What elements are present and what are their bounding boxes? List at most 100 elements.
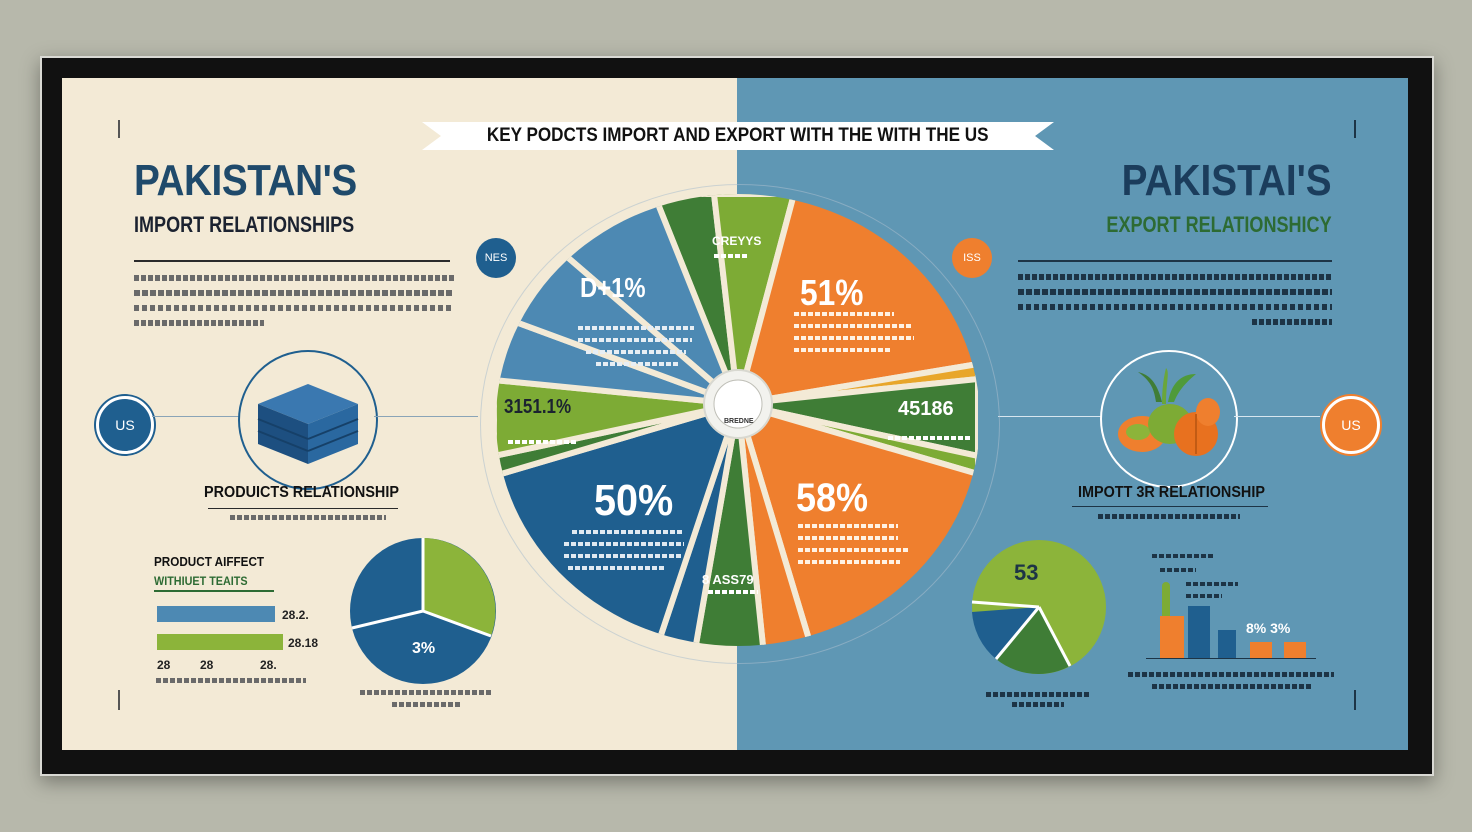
import-divider [1072, 506, 1268, 507]
corner-mark [118, 690, 120, 710]
wheel-label-4: 3151.1% [504, 396, 572, 418]
wheel-text [798, 560, 900, 564]
iss-badge: ISS [952, 238, 992, 278]
right-body-text [1018, 272, 1332, 325]
products-relationship-label: PRODUICTS RELATIONSHIP [204, 484, 399, 501]
wheel-text [888, 436, 972, 440]
wheel-text [564, 542, 684, 546]
iss-badge-text: ISS [963, 252, 981, 264]
wheel-text [564, 554, 682, 558]
us-badge-right-text: US [1341, 417, 1361, 433]
import-caption [1098, 514, 1240, 519]
left-pie-caption [360, 690, 492, 695]
wheel-text [578, 326, 694, 330]
right-pie-chart [971, 540, 1106, 675]
nes-badge: NES [476, 238, 516, 278]
right-bar-2 [1188, 606, 1210, 658]
right-bar-4 [1250, 642, 1272, 658]
left-subtitle: IMPORT RELATIONSHIPS [134, 212, 355, 237]
wheel-text [586, 350, 686, 354]
wheel-text [794, 324, 912, 328]
wheel-text [596, 362, 680, 366]
wheel-label-7: 8 ASS79 [702, 572, 754, 587]
left-pie-chart [350, 538, 496, 684]
us-badge-left: US [96, 396, 154, 454]
nes-badge-text: NES [484, 252, 508, 264]
us-badge-left-text: US [115, 417, 135, 433]
central-wheel-chart [496, 194, 978, 646]
wheel-text [798, 536, 898, 540]
right-bar-3 [1218, 630, 1236, 658]
wheel-text [794, 348, 890, 352]
wheel-text [572, 530, 682, 534]
right-bar-caption-2 [1152, 684, 1312, 689]
produce-icon [1118, 368, 1220, 456]
left-title: PAKISTAN'S [134, 156, 357, 205]
title-banner: KEY PODCTS IMPORT AND EXPORT WITH THE WI… [422, 122, 1054, 150]
right-bar-caption [1128, 672, 1334, 677]
connector-line [152, 416, 240, 417]
produce-icon-ring [1100, 350, 1238, 488]
left-bar-1 [157, 606, 275, 622]
products-caption [230, 515, 386, 520]
wheel-label-1: D+1% [580, 272, 646, 303]
right-subtitle: EXPORT RELATIONSHICY [1106, 212, 1332, 237]
connector-line [374, 416, 478, 417]
right-pie-caption-2 [1012, 702, 1064, 707]
wheel-text [578, 338, 692, 342]
import-relationship-label: IMPOTT 3R RELATIONSHIP [1078, 484, 1265, 501]
right-bar-legend-2 [1186, 594, 1222, 598]
infographic-canvas: KEY PODCTS IMPORT AND EXPORT WITH THE WI… [62, 78, 1408, 750]
wheel-text [508, 440, 578, 444]
stacked-boxes-icon [257, 384, 359, 464]
left-bar-2 [157, 634, 283, 650]
left-axis-3: 28. [260, 658, 277, 672]
left-bar-1-value: 28.2. [282, 608, 309, 622]
product-affect-underline [154, 590, 274, 592]
wheel-text [794, 336, 914, 340]
product-affect-subtitle: WITHIUET TEAITS [154, 574, 248, 588]
wheel-label-3: 51% [800, 272, 864, 313]
corner-mark [118, 120, 120, 138]
wheel-text [798, 548, 910, 552]
right-bar-5 [1284, 642, 1306, 658]
wheel-text [708, 590, 758, 594]
left-divider [134, 260, 450, 262]
left-pie-caption-2 [392, 702, 462, 707]
wheel-text [568, 566, 664, 570]
right-bar-legend [1186, 582, 1238, 586]
wheel-label-8: 58% [796, 476, 869, 520]
left-bar-caption [156, 678, 306, 683]
wheel-text [798, 524, 898, 528]
right-bar-1 [1160, 616, 1184, 658]
banner-text: KEY PODCTS IMPORT AND EXPORT WITH THE WI… [487, 125, 989, 146]
wheel-center-label: BREDNE [724, 418, 754, 425]
corner-mark [1354, 120, 1356, 138]
left-body-text [134, 270, 454, 326]
left-axis-2: 28 [200, 658, 214, 672]
wheel-text [794, 312, 894, 316]
right-title: PAKISTAI'S [1121, 156, 1332, 205]
product-affect-title: PRODUCT AIFFECT [154, 554, 265, 569]
products-divider [208, 508, 398, 509]
left-bar-2-value: 28.18 [288, 636, 319, 650]
right-bar-axis [1146, 658, 1316, 659]
us-badge-right: US [1322, 396, 1380, 454]
wheel-label-5: 45186 [898, 398, 954, 420]
right-divider [1018, 260, 1332, 262]
wheel-outer-ring [480, 184, 1000, 664]
right-bar-heading [1152, 554, 1214, 558]
right-bar-values: 8% 3% [1246, 620, 1291, 636]
right-pie-label: 53 [1014, 560, 1039, 585]
right-pie-caption [986, 692, 1090, 697]
wheel-label-2: CREYYS [712, 234, 762, 248]
connector-line [1234, 416, 1320, 417]
left-axis-1: 28 [157, 658, 171, 672]
wheel-text [714, 254, 748, 258]
connector-line [998, 416, 1102, 417]
left-pie-label: 3% [412, 640, 436, 657]
right-bar-heading-2 [1160, 568, 1196, 572]
right-bar-marker [1162, 582, 1170, 616]
corner-mark [1354, 690, 1356, 710]
wheel-label-6: 50% [594, 476, 674, 525]
